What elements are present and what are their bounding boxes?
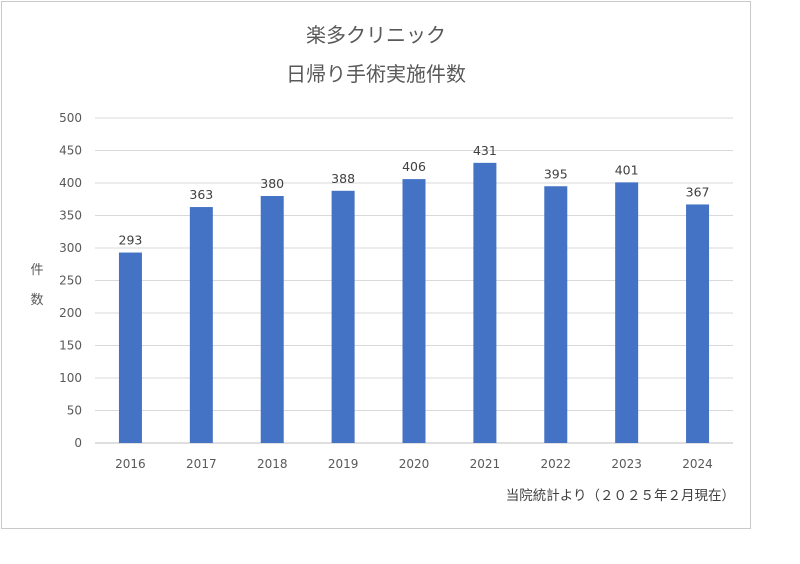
- source-note: 当院統計より（２０２５年２月現在）: [506, 488, 735, 504]
- bar: [331, 190, 355, 443]
- bar: [189, 207, 213, 443]
- data-label: 431: [473, 143, 497, 158]
- data-label: 380: [260, 176, 284, 191]
- bars: [118, 162, 710, 443]
- bar: [260, 196, 284, 443]
- y-tick-label: 0: [74, 436, 82, 450]
- data-label: 395: [544, 166, 568, 181]
- y-axis-label-char: 数: [30, 293, 43, 308]
- x-axis-ticks: 2016 2017 2018 2019 2020 2021 2022 2023 2024: [115, 457, 713, 471]
- x-tick-label: 2016: [115, 457, 146, 471]
- x-tick-label: 2023: [611, 457, 642, 471]
- y-tick-label: 400: [59, 176, 82, 190]
- x-tick-label: 2018: [257, 457, 288, 471]
- bar: [544, 186, 568, 443]
- x-tick-label: 2019: [328, 457, 359, 471]
- bar: [402, 179, 426, 443]
- y-tick-label: 100: [59, 371, 82, 385]
- x-tick-label: 2021: [470, 457, 501, 471]
- data-label: 401: [615, 162, 639, 177]
- data-label: 367: [686, 184, 710, 199]
- data-label: 388: [331, 171, 355, 186]
- bar: [118, 252, 142, 443]
- y-tick-label: 500: [59, 111, 82, 125]
- chart-title: 楽多クリニック: [306, 23, 446, 47]
- x-tick-label: 2020: [399, 457, 430, 471]
- bar: [615, 182, 639, 443]
- data-labels: 293 363 380 388 406 431 395 401 367: [119, 143, 710, 248]
- y-tick-label: 450: [59, 144, 82, 158]
- y-tick-label: 350: [59, 209, 82, 223]
- x-tick-label: 2022: [541, 457, 572, 471]
- y-tick-label: 250: [59, 274, 82, 288]
- y-tick-label: 150: [59, 339, 82, 353]
- x-tick-label: 2017: [186, 457, 217, 471]
- x-tick-label: 2024: [682, 457, 713, 471]
- bar: [686, 204, 710, 443]
- data-label: 363: [189, 187, 213, 202]
- chart-subtitle: 日帰り手術実施件数: [286, 62, 466, 86]
- y-axis-ticks: 0 50 100 150 200 250 300 350 400 450 500: [59, 111, 82, 450]
- bar: [473, 162, 497, 443]
- y-axis-label: 件数: [30, 263, 43, 308]
- y-axis-label-char: 件: [30, 263, 43, 278]
- y-tick-label: 200: [59, 306, 82, 320]
- data-label: 406: [402, 159, 426, 174]
- data-label: 293: [119, 233, 143, 248]
- y-tick-label: 300: [59, 241, 82, 255]
- y-tick-label: 50: [67, 404, 82, 418]
